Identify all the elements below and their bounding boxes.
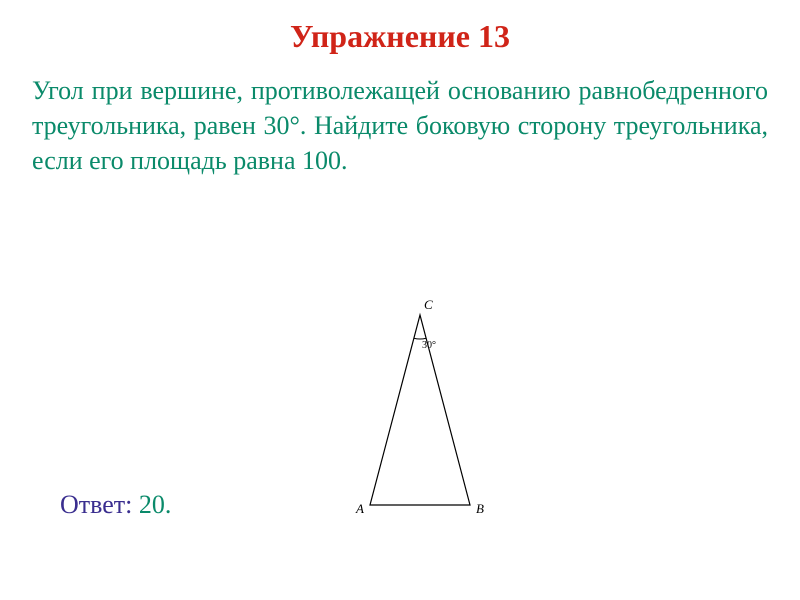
answer-value: 20. [139,490,172,519]
vertex-label-a: A [355,501,364,516]
answer-label: Ответ: [60,490,139,519]
vertex-label-c: C [424,300,433,312]
slide-title: Упражнение 13 [32,18,768,55]
problem-text: Угол при вершине, противолежащей основан… [32,73,768,178]
slide: Упражнение 13 Угол при вершине, противол… [0,0,800,600]
triangle-shape [370,315,470,505]
apex-angle-label: 30° [422,340,436,351]
vertex-label-b: B [476,501,484,516]
triangle-svg: C A B 30° [340,300,500,530]
triangle-figure: C A B 30° [340,300,500,530]
apex-angle-arc [414,338,426,339]
answer-row: Ответ: 20. [60,490,171,520]
